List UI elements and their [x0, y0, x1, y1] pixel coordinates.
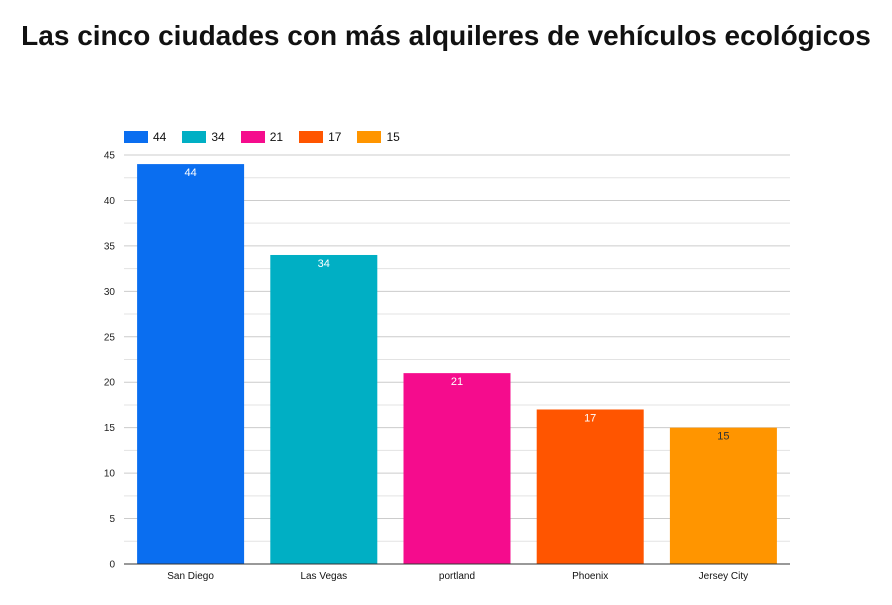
bar [536, 409, 644, 564]
legend-item-3: 21 [240, 130, 284, 144]
legend-swatch-3 [240, 131, 265, 143]
legend: 44 34 21 17 15 [124, 129, 416, 145]
chart-title: Las cinco ciudades con más alquileres de… [21, 20, 871, 51]
bar [403, 373, 511, 564]
x-tick-label: portland [439, 571, 475, 582]
y-tick-label: 5 [109, 514, 115, 525]
legend-swatch-2 [182, 131, 207, 143]
legend-item-4: 17 [299, 130, 341, 144]
data-label: 34 [318, 258, 330, 270]
bar [270, 254, 378, 564]
x-tick-label: Las Vegas [300, 571, 347, 582]
bar [137, 164, 245, 565]
y-tick-label: 45 [104, 151, 116, 162]
legend-item-2: 34 [182, 130, 225, 144]
y-tick-label: 30 [104, 287, 116, 298]
x-tick-label: Phoenix [572, 571, 608, 582]
data-label: 21 [451, 376, 463, 388]
legend-label-5: 15 [386, 130, 400, 144]
legend-swatch-1 [124, 131, 148, 143]
y-tick-label: 10 [104, 469, 116, 480]
legend-item-1: 44 [124, 130, 166, 144]
data-label: 15 [717, 431, 729, 443]
legend-label-3: 21 [269, 130, 284, 144]
legend-label-2: 34 [211, 130, 225, 144]
legend-item-5: 15 [357, 130, 400, 144]
x-tick-label: Jersey City [699, 571, 748, 582]
legend-swatch-4 [299, 131, 324, 143]
y-tick-label: 35 [104, 241, 116, 252]
data-label: 17 [584, 412, 596, 424]
y-tick-label: 40 [104, 196, 116, 207]
data-label: 44 [184, 167, 196, 179]
bar [669, 427, 777, 564]
y-tick-label: 15 [104, 423, 116, 434]
y-tick-label: 20 [104, 378, 116, 389]
x-tick-label: San Diego [167, 571, 214, 582]
legend-swatch-5 [357, 131, 382, 143]
legend-label-4: 17 [328, 130, 342, 144]
y-tick-label: 25 [104, 332, 116, 343]
legend-label-1: 44 [153, 130, 167, 144]
y-tick-label: 0 [109, 560, 115, 571]
